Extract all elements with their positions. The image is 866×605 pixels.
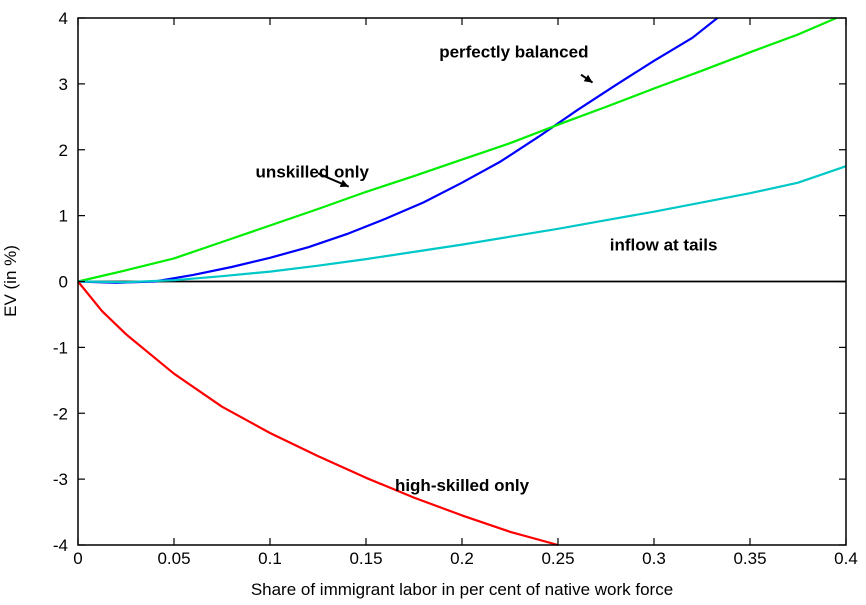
- y-tick-label: 0: [59, 273, 68, 292]
- y-tick-label: -4: [53, 536, 68, 555]
- x-tick-label: 0.3: [642, 549, 666, 568]
- plot-area: [77, 16, 847, 547]
- x-axis-title: Share of immigrant labor in per cent of …: [251, 580, 673, 599]
- annotation-unskilled-only: unskilled only: [256, 162, 370, 181]
- series-line-high-skilled-only: [77, 280, 559, 547]
- annotation-inflow-at-tails: inflow at tails: [610, 236, 718, 255]
- y-tick-label: -1: [53, 338, 68, 357]
- x-tick-label: 0.35: [733, 549, 766, 568]
- x-tick-label: 0.4: [834, 549, 858, 568]
- annotation-perfectly-balanced: perfectly balanced: [439, 43, 588, 62]
- y-tick-label: 4: [59, 9, 68, 28]
- y-axis-title: EV (in %): [1, 245, 20, 317]
- y-tick-label: -3: [53, 470, 68, 489]
- y-tick-label: 3: [59, 75, 68, 94]
- x-tick-label: 0.1: [258, 549, 282, 568]
- series-line-perfectly-balanced: [77, 17, 719, 284]
- x-tick-label: 0.25: [541, 549, 574, 568]
- x-tick-label: 0.05: [157, 549, 190, 568]
- x-tick-label: 0.2: [450, 549, 474, 568]
- series-line-unskilled-only: [77, 16, 837, 283]
- y-tick-label: -2: [53, 404, 68, 423]
- annotations: perfectly balanced unskilled only inflow a…: [256, 43, 718, 495]
- x-tick-label: 0: [73, 549, 82, 568]
- ticks: 0 0.05 0.1 0.15 0.2 0.25 0.3 0.35 0.4 -4 -3 -2 -1 0 1 2…: [53, 9, 858, 568]
- arrow-unskilled-only-head: [339, 179, 349, 187]
- y-tick-label: 2: [59, 141, 68, 160]
- annotation-high-skilled-only: high-skilled only: [395, 476, 530, 495]
- y-tick-label: 1: [59, 207, 68, 226]
- series-line-inflow-at-tails: [77, 165, 847, 284]
- arrow-perfectly-balanced-head: [583, 74, 593, 83]
- x-tick-label: 0.15: [349, 549, 382, 568]
